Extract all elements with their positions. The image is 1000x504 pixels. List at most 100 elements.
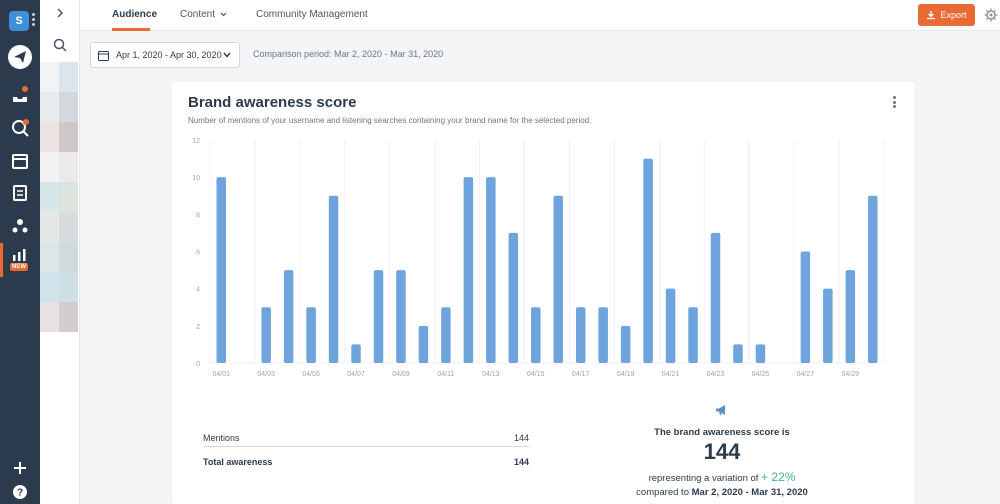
y-tick-label: 10 <box>192 175 200 182</box>
bar <box>508 232 519 363</box>
x-tick-label: 04/25 <box>752 371 770 378</box>
brand-awareness-card: Brand awareness score Number of mentions… <box>172 82 915 504</box>
y-tick-label: 6 <box>196 250 200 257</box>
tab-content[interactable]: Content <box>180 9 227 20</box>
megaphone-icon <box>716 405 725 415</box>
top-bar: Audience Content Community Management Ex… <box>80 0 1000 31</box>
chevron-down-icon <box>223 52 231 58</box>
bar <box>643 158 653 363</box>
date-range-value: Apr 1, 2020 - Apr 30, 2020 <box>116 50 222 60</box>
x-tick-label: 04/07 <box>347 371 365 378</box>
mentions-label: Mentions <box>203 433 240 443</box>
nav-team[interactable] <box>10 216 30 236</box>
globe-search-icon <box>12 120 29 137</box>
bar <box>306 307 316 363</box>
download-icon <box>927 11 936 20</box>
comparison-period: Comparison period: Mar 2, 2020 - Mar 31,… <box>253 49 444 59</box>
calendar-icon <box>98 50 109 61</box>
score-compared: compared to Mar 2, 2020 - Mar 31, 2020 <box>572 487 872 498</box>
svg-text:?: ? <box>17 488 23 499</box>
workspace-menu-icon[interactable] <box>32 13 35 27</box>
active-tab-underline <box>112 28 150 31</box>
expand-chevron-icon[interactable] <box>54 6 66 20</box>
bar <box>620 325 631 363</box>
planner-icon <box>13 185 27 201</box>
gear-icon[interactable] <box>984 8 998 22</box>
calendar-icon <box>12 154 28 169</box>
variation-prefix: representing a variation of <box>648 473 759 484</box>
nav-calendar[interactable] <box>10 151 30 171</box>
bar <box>575 307 586 363</box>
bar <box>800 251 811 363</box>
export-label: Export <box>940 10 967 20</box>
x-tick-label: 04/27 <box>797 371 815 378</box>
y-tick-label: 2 <box>196 324 200 331</box>
bar <box>845 270 856 363</box>
score-intro: The brand awareness score is <box>654 427 790 438</box>
total-awareness-row: Total awareness 144 <box>203 446 529 467</box>
profile-list[interactable] <box>40 62 78 332</box>
chevron-down-icon <box>220 12 227 17</box>
bar <box>418 325 429 363</box>
help-icon: ? <box>13 485 27 499</box>
add-button[interactable] <box>10 458 30 478</box>
nav-inbox[interactable] <box>10 86 30 106</box>
export-button[interactable]: Export <box>918 4 975 26</box>
bar <box>665 288 676 363</box>
more-options-icon[interactable] <box>893 96 897 108</box>
bar <box>531 307 541 363</box>
x-tick-label: 04/15 <box>527 371 545 378</box>
x-tick-label: 04/23 <box>707 371 725 378</box>
notification-dot <box>23 119 29 125</box>
bar <box>261 307 271 363</box>
x-tick-label: 04/09 <box>392 371 410 378</box>
notification-dot <box>22 86 28 92</box>
new-badge: NEW <box>10 263 28 271</box>
bar <box>553 195 563 363</box>
bar <box>328 195 339 363</box>
y-tick-label: 4 <box>196 287 200 294</box>
x-tick-label: 04/05 <box>302 371 320 378</box>
y-tick-label: 0 <box>196 361 200 368</box>
bar <box>373 270 384 363</box>
compared-period: Mar 2, 2020 - Mar 31, 2020 <box>691 487 808 498</box>
date-range-picker[interactable]: Apr 1, 2020 - Apr 30, 2020 <box>90 42 240 68</box>
tab-audience[interactable]: Audience <box>112 9 158 20</box>
workspace-avatar[interactable]: S <box>9 11 29 31</box>
brand-awareness-chart: 0 2 4 6 8 10 12 04/01 04/03 04/05 04/07 04/09 04/11 0… <box>192 138 885 378</box>
bar <box>441 307 451 363</box>
tab-content-label: Content <box>180 9 216 20</box>
bar <box>486 177 496 363</box>
bar <box>216 177 226 363</box>
card-subtitle: Number of mentions of your username and … <box>188 116 592 125</box>
nav-listening[interactable] <box>10 118 30 138</box>
mentions-row: Mentions 144 <box>203 433 529 443</box>
bar <box>463 177 474 363</box>
bar <box>396 270 406 363</box>
x-tick-label: 04/29 <box>842 371 860 378</box>
bar <box>733 344 743 363</box>
bar <box>598 307 608 363</box>
compose-button[interactable] <box>8 45 32 69</box>
x-tick-label: 04/03 <box>257 371 275 378</box>
card-title: Brand awareness score <box>188 94 357 111</box>
bar <box>688 307 698 363</box>
nav-analytics[interactable] <box>10 244 30 264</box>
bar <box>710 232 721 363</box>
secondary-panel <box>40 0 80 504</box>
score-variation: representing a variation of + 22% <box>572 470 872 484</box>
total-awareness-value: 144 <box>513 457 529 467</box>
search-icon[interactable] <box>53 38 67 52</box>
x-tick-label: 04/21 <box>662 371 680 378</box>
variation-value: + 22% <box>761 470 796 484</box>
nav-planner[interactable] <box>10 183 30 203</box>
team-icon <box>12 219 28 233</box>
x-tick-label: 04/17 <box>572 371 590 378</box>
tab-community-management[interactable]: Community Management <box>256 9 368 20</box>
help-button[interactable]: ? <box>10 482 30 502</box>
x-tick-label: 04/19 <box>617 371 635 378</box>
bar <box>283 270 294 363</box>
bar <box>868 195 878 363</box>
analytics-icon <box>13 249 26 261</box>
plus-icon <box>14 462 26 474</box>
